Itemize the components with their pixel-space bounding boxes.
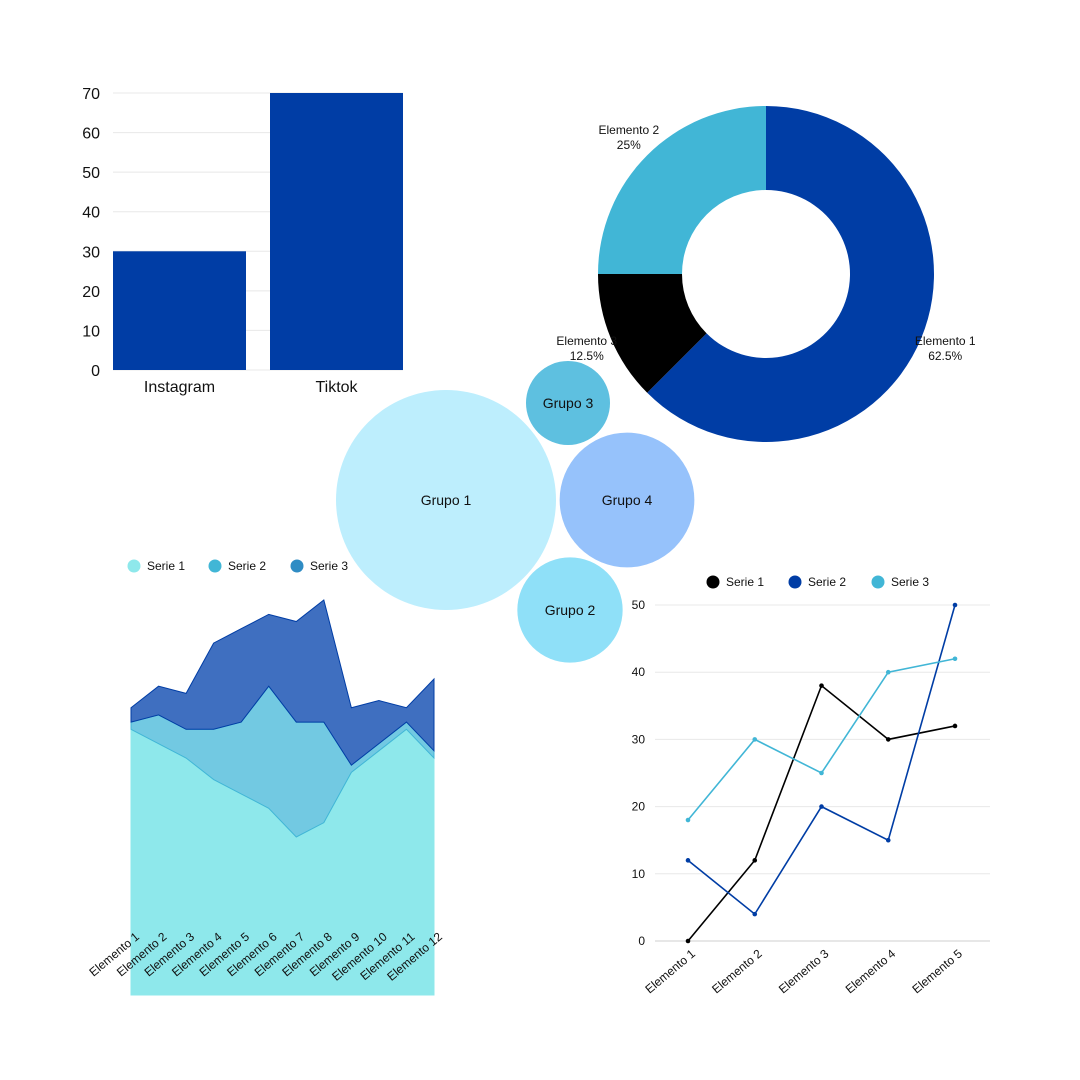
line-x-tick-label: Elemento 4 bbox=[843, 946, 899, 996]
line-y-tick-label: 40 bbox=[632, 665, 646, 679]
bar-chart: 0 10 20 30 40 50 60 70 Instagram Tiktok bbox=[82, 86, 403, 396]
bubble-grupo-4 bbox=[559, 432, 695, 568]
line-point bbox=[952, 656, 958, 662]
bar-tiktok bbox=[270, 93, 403, 370]
donut-label-name: Elemento 3 bbox=[556, 334, 617, 348]
donut-label-value: 62.5% bbox=[928, 349, 962, 363]
area-legend-label: Serie 2 bbox=[228, 559, 266, 573]
bar-y-tick-label: 40 bbox=[82, 205, 100, 222]
area-legend-marker bbox=[208, 559, 222, 573]
bar-y-tick-label: 30 bbox=[82, 244, 100, 261]
area-legend-marker bbox=[127, 559, 141, 573]
bar-y-tick-label: 20 bbox=[82, 284, 100, 301]
donut-label-name: Elemento 1 bbox=[915, 334, 976, 348]
line-point bbox=[685, 817, 691, 823]
line-y-tick-label: 20 bbox=[632, 800, 646, 814]
bar-y-tick-label: 0 bbox=[91, 363, 100, 380]
bubble-label: Grupo 4 bbox=[602, 492, 653, 508]
bar-y-tick-label: 50 bbox=[82, 165, 100, 182]
donut-slice-elemento-2 bbox=[598, 106, 766, 274]
bubble-label: Grupo 2 bbox=[545, 602, 596, 618]
area-legend-label: Serie 3 bbox=[310, 559, 348, 573]
bar-y-tick-label: 70 bbox=[82, 86, 100, 103]
line-legend-label: Serie 3 bbox=[891, 575, 929, 589]
area-series-3 bbox=[130, 599, 435, 766]
line-series-1 bbox=[687, 684, 956, 942]
line-point bbox=[752, 858, 758, 863]
line-point bbox=[819, 770, 824, 776]
donut-label-name: Elemento 2 bbox=[598, 123, 659, 137]
bar-category-label: Tiktok bbox=[315, 379, 358, 396]
donut-label-value: 25% bbox=[617, 138, 641, 152]
line-point bbox=[952, 602, 958, 608]
line-y-tick-label: 0 bbox=[638, 934, 645, 948]
bubble-label: Grupo 3 bbox=[543, 395, 594, 411]
area-legend-marker bbox=[290, 559, 304, 573]
line-point bbox=[885, 837, 891, 843]
line-point bbox=[885, 737, 891, 742]
line-y-tick-label: 30 bbox=[632, 732, 646, 746]
line-legend-label: Serie 2 bbox=[808, 575, 846, 589]
bubble-grupo-2 bbox=[517, 557, 623, 663]
bubble-label: Grupo 1 bbox=[421, 492, 472, 508]
bubble-chart: Grupo 1 Grupo 2 Grupo 3 Grupo 4 bbox=[336, 360, 695, 663]
line-x-tick-label: Elemento 3 bbox=[776, 946, 832, 996]
bar-category-label: Instagram bbox=[144, 379, 215, 396]
line-point bbox=[685, 938, 691, 944]
line-point bbox=[752, 737, 758, 742]
line-point bbox=[752, 911, 758, 917]
line-legend-marker bbox=[871, 575, 885, 589]
line-point bbox=[952, 723, 958, 729]
bar-y-tick-label: 10 bbox=[82, 323, 100, 340]
bubble-grupo-3 bbox=[525, 360, 611, 446]
line-legend-marker bbox=[706, 575, 720, 589]
line-y-tick-label: 10 bbox=[632, 867, 646, 881]
donut-label-value: 12.5% bbox=[570, 349, 604, 363]
line-x-tick-label: Elemento 2 bbox=[709, 946, 765, 996]
line-x-tick-label: Elemento 1 bbox=[642, 946, 698, 996]
bar-y-tick-label: 60 bbox=[82, 126, 100, 143]
donut-chart: Elemento 162.5% Elemento 312.5% Elemento 2… bbox=[556, 106, 976, 443]
line-point bbox=[885, 669, 891, 675]
area-legend-label: Serie 1 bbox=[147, 559, 185, 573]
line-point bbox=[819, 804, 824, 809]
line-x-tick-label: Elemento 5 bbox=[909, 946, 965, 996]
donut-slice-elemento-1 bbox=[647, 106, 935, 443]
bubble-grupo-1 bbox=[336, 390, 556, 610]
line-point bbox=[685, 858, 691, 863]
donut-slice-elemento-3 bbox=[598, 274, 707, 393]
line-legend-label: Serie 1 bbox=[726, 575, 764, 589]
bar-instagram bbox=[113, 251, 246, 370]
line-legend-marker bbox=[788, 575, 802, 589]
line-point bbox=[819, 683, 824, 688]
line-series-2 bbox=[687, 604, 956, 916]
line-y-tick-label: 50 bbox=[632, 598, 646, 612]
